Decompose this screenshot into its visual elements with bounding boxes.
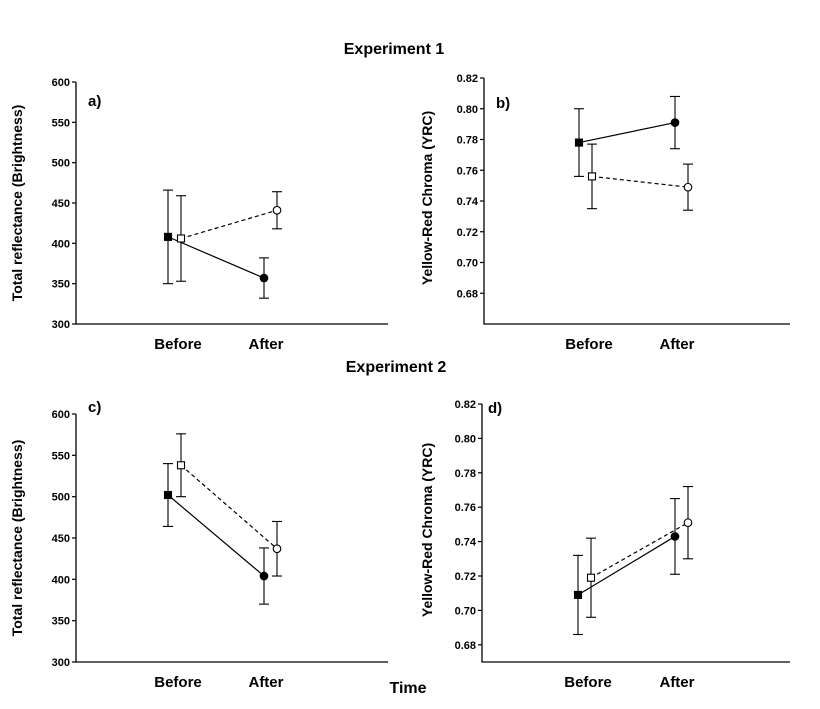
y-tick-label: 500 (52, 492, 70, 504)
y-tick-label: 550 (52, 450, 70, 462)
series-line (167, 494, 265, 577)
axis-frame (481, 404, 790, 663)
series-filled (163, 463, 269, 605)
panel-label: d) (488, 400, 502, 417)
series-open (587, 143, 693, 211)
y-tick-label: 0.82 (457, 73, 478, 85)
x-tick-label: Before (564, 674, 612, 691)
y-tick-label: 0.68 (455, 640, 476, 652)
y-tick-label: 0.82 (455, 399, 476, 411)
y-tick-label: 0.78 (457, 135, 478, 147)
series-line (180, 464, 278, 550)
y-tick-label: 0.72 (457, 227, 478, 239)
experiment2-title: Experiment 2 (346, 359, 447, 376)
experiment1-title: Experiment 1 (344, 41, 445, 58)
x-tick-label: Before (565, 336, 613, 353)
y-axis-label: Yellow-Red Chroma (YRC) (419, 443, 435, 617)
data-point-after (670, 532, 680, 541)
y-tick-label: 500 (52, 158, 70, 170)
series-filled (163, 189, 269, 299)
y-tick-label: 0.76 (455, 502, 476, 514)
data-point-before (176, 234, 186, 243)
series-open (176, 191, 282, 282)
y-tick-label: 400 (52, 574, 70, 586)
y-tick-label: 0.74 (455, 537, 477, 549)
y-tick-label: 450 (52, 533, 70, 545)
data-point-before (163, 490, 173, 500)
x-axis-label: Time (389, 680, 426, 697)
y-tick-label: 0.80 (457, 104, 478, 116)
y-tick-label: 300 (52, 319, 70, 331)
data-point-before (573, 590, 583, 599)
y-tick-label: 0.76 (457, 165, 478, 177)
x-tick-label: Before (154, 674, 202, 691)
series-line (180, 209, 278, 240)
data-point-after (683, 518, 693, 528)
data-point-after (272, 205, 282, 215)
y-tick-label: 0.74 (457, 196, 479, 208)
y-tick-label: 300 (52, 657, 70, 669)
series-line (591, 175, 689, 188)
panel-d: 0.68 0.70 0.72 0.74 0.76 0.78 0.80 0.82 Before Af… (419, 399, 790, 691)
y-tick-label: 600 (52, 77, 70, 89)
y-tick-label: 550 (52, 117, 70, 129)
y-tick-label: 350 (52, 616, 70, 628)
series-line (577, 535, 676, 596)
panel-c: 300 350 400 450 500 550 600 Before After c) Total … (9, 399, 388, 691)
panel-b: 0.68 0.70 0.72 0.74 0.76 0.78 0.80 0.82 Before Af… (419, 73, 790, 353)
y-axis-label: Total reflectance (Brightness) (9, 440, 25, 637)
y-tick-label: 0.70 (457, 258, 478, 270)
x-tick-label: After (659, 336, 694, 353)
panel-label: c) (88, 399, 101, 416)
x-tick-label: After (248, 336, 283, 353)
y-tick-label: 400 (52, 238, 70, 250)
panel-label: b) (496, 95, 510, 112)
data-point-after (259, 273, 269, 283)
series-open (586, 486, 693, 618)
axis-frame (483, 78, 790, 325)
axis-frame (75, 82, 388, 325)
x-tick-label: After (248, 674, 283, 691)
data-point-before (176, 461, 186, 470)
y-axis-label: Total reflectance (Brightness) (9, 105, 25, 302)
panel-a: 300 350 400 450 500 550 600 Before After a) Total … (9, 77, 388, 353)
data-point-before (587, 172, 597, 181)
y-tick-label: 450 (52, 198, 70, 210)
panel-label: a) (88, 93, 101, 110)
series-filled (573, 498, 680, 636)
data-point-before (586, 573, 596, 582)
y-tick-label: 0.68 (457, 288, 478, 300)
data-point-after (670, 118, 680, 127)
y-tick-label: 600 (52, 409, 70, 421)
x-tick-label: Before (154, 336, 202, 353)
y-tick-label: 0.72 (455, 571, 476, 583)
series-open (176, 433, 282, 577)
series-line (590, 522, 689, 579)
series-line (578, 122, 676, 144)
data-point-before (574, 138, 584, 147)
series-line (167, 236, 265, 279)
axis-frame (75, 414, 388, 663)
data-point-after (272, 544, 282, 554)
series-filled (574, 95, 680, 177)
data-point-before (163, 232, 173, 241)
y-tick-label: 350 (52, 279, 70, 291)
data-point-after (683, 182, 693, 192)
x-tick-label: After (659, 674, 694, 691)
y-axis-label: Yellow-Red Chroma (YRC) (419, 111, 435, 285)
y-tick-label: 0.70 (455, 605, 476, 617)
y-tick-label: 0.78 (455, 468, 476, 480)
y-tick-label: 0.80 (455, 433, 476, 445)
data-point-after (259, 571, 269, 581)
